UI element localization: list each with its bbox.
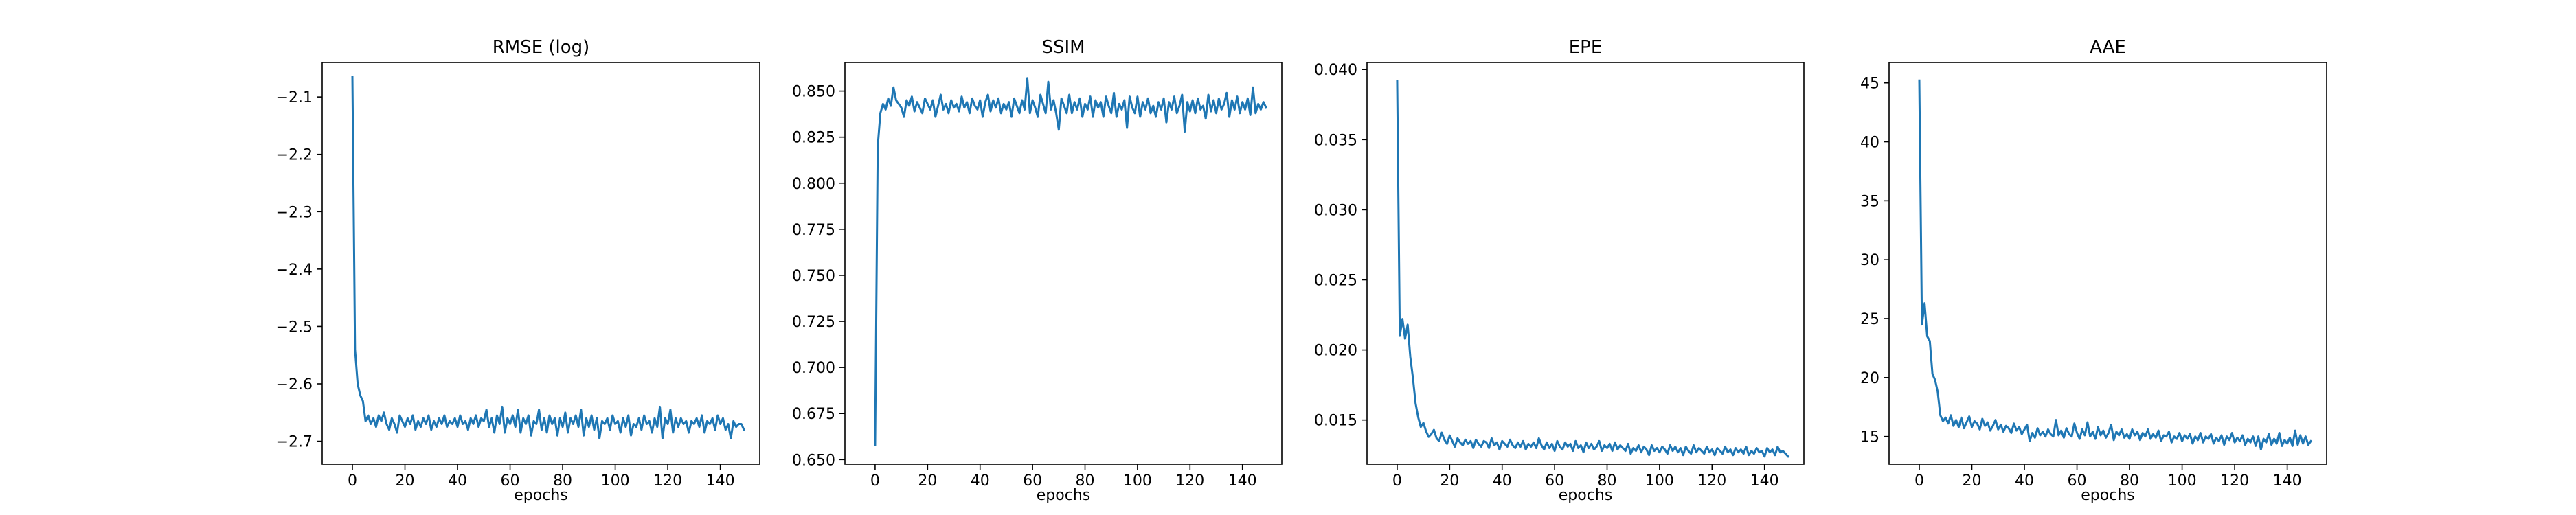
panel-2-xtick-label: 60	[1545, 472, 1564, 490]
panel-1-xtick-label: 80	[1076, 472, 1095, 490]
panel-3-title: AAE	[2090, 37, 2126, 58]
panel-3-xtick-label: 120	[2220, 472, 2249, 490]
panel-3-xtick-label: 100	[2168, 472, 2197, 490]
panel-3: AAE epochs 0 20 40 60 80 100 120 140 45 40 35 30 25 2…	[1860, 37, 2327, 504]
panel-0-xtick-label: 140	[706, 472, 735, 490]
panel-3-xtick-label: 40	[2015, 472, 2034, 490]
panel-2-xtick-label: 140	[1750, 472, 1779, 490]
panel-3-ytick-label: 30	[1860, 252, 1879, 269]
panel-1-xtick-label: 20	[918, 472, 937, 490]
panel-1-ytick-label: 0.825	[792, 130, 835, 147]
panel-0: RMSE (log) epochs 0 20 40 60 80 100 120 140 −2.1…	[276, 37, 760, 504]
panel-3-xtick-label: 60	[2068, 472, 2087, 490]
panel-2-ytick-label: 0.015	[1314, 413, 1357, 430]
panel-2-xtick-label: 20	[1440, 472, 1459, 490]
panel-3-axes-frame	[1888, 62, 2327, 465]
panel-1-ytick-label: 0.725	[792, 314, 835, 331]
panel-3-xtick-label: 80	[2120, 472, 2139, 490]
panel-1-ytick-label: 0.750	[792, 268, 835, 285]
panel-0-ytick-label: −2.3	[276, 204, 313, 221]
panel-2-xtick-label: 40	[1493, 472, 1512, 490]
panel-3-series-0-line	[1918, 79, 2313, 451]
panel-2-series-0-line	[1396, 80, 1790, 458]
panel-0-xtick-label: 100	[601, 472, 630, 490]
panel-3-xlabel: epochs	[2081, 487, 2134, 504]
panel-1-ytick-label: 0.675	[792, 406, 835, 423]
panel-0-series-0-line	[351, 76, 746, 439]
panel-0-axes-frame	[321, 62, 760, 465]
panel-2-xtick-label: 120	[1697, 472, 1726, 490]
panel-2-xtick-label: 80	[1598, 472, 1617, 490]
panel-1-xtick-label: 140	[1228, 472, 1257, 490]
panel-0-xtick-label: 40	[448, 472, 467, 490]
panel-1-title: SSIM	[1041, 37, 1085, 58]
panel-0-xlabel: epochs	[514, 487, 567, 504]
panel-1-ytick-label: 0.650	[792, 452, 835, 469]
panel-2-ytick-label: 0.040	[1314, 62, 1357, 79]
panel-3-xtick-label: 140	[2273, 472, 2302, 490]
panel-3-ytick-label: 25	[1860, 311, 1879, 328]
panel-1-series-0-line	[874, 77, 1268, 446]
panel-3-ytick-label: 35	[1860, 193, 1879, 210]
panel-1-ytick-label: 0.850	[792, 84, 835, 101]
panel-1-axes-frame	[844, 62, 1283, 465]
panel-3-xtick-label: 0	[1914, 472, 1924, 490]
panel-2-ytick-label: 0.020	[1314, 343, 1357, 360]
panel-0-xtick-label: 60	[501, 472, 520, 490]
panel-2-ytick-label: 0.035	[1314, 132, 1357, 149]
panel-3-ytick-label: 20	[1860, 370, 1879, 387]
panel-2-title: EPE	[1569, 37, 1603, 58]
panel-1-xtick-label: 60	[1023, 472, 1042, 490]
panel-1-xtick-label: 100	[1123, 472, 1152, 490]
panel-3-ytick-label: 15	[1860, 429, 1879, 446]
panel-0-ytick-label: −2.1	[276, 89, 313, 106]
panel-2-ytick-label: 0.025	[1314, 272, 1357, 289]
panel-0-xtick-label: 0	[348, 472, 357, 490]
panel-0-ytick-label: −2.4	[276, 262, 313, 279]
panel-0-xtick-label: 120	[653, 472, 682, 490]
panel-2-ytick-label: 0.030	[1314, 202, 1357, 219]
panel-0-ytick-label: −2.6	[276, 376, 313, 393]
panel-1-xtick-label: 40	[971, 472, 990, 490]
panel-1-ytick-label: 0.700	[792, 360, 835, 377]
panel-2: EPE epochs 0 20 40 60 80 100 120 140 0.040 0.035 0…	[1314, 37, 1805, 504]
panel-0-ytick-label: −2.5	[276, 319, 313, 336]
panel-0-ytick-label: −2.7	[276, 434, 313, 451]
panel-2-axes-frame	[1366, 62, 1805, 465]
panel-0-xtick-label: 80	[553, 472, 572, 490]
panel-1: SSIM epochs 0 20 40 60 80 100 120 140 0.850 0.825…	[792, 37, 1283, 504]
panel-0-ytick-label: −2.2	[276, 147, 313, 164]
panel-2-xlabel: epochs	[1559, 487, 1612, 504]
panel-3-xtick-label: 20	[1963, 472, 1982, 490]
panel-0-title: RMSE (log)	[493, 37, 590, 58]
panel-1-xtick-label: 120	[1175, 472, 1204, 490]
panel-1-xlabel: epochs	[1037, 487, 1090, 504]
panel-3-ytick-label: 45	[1860, 76, 1879, 93]
panel-2-xtick-label: 0	[1392, 472, 1402, 490]
panel-1-ytick-label: 0.800	[792, 176, 835, 193]
panel-0-xtick-label: 20	[396, 472, 415, 490]
panel-1-ytick-label: 0.775	[792, 222, 835, 239]
panel-1-xtick-label: 0	[870, 472, 880, 490]
panel-3-ytick-label: 40	[1860, 135, 1879, 152]
panel-2-xtick-label: 100	[1645, 472, 1674, 490]
